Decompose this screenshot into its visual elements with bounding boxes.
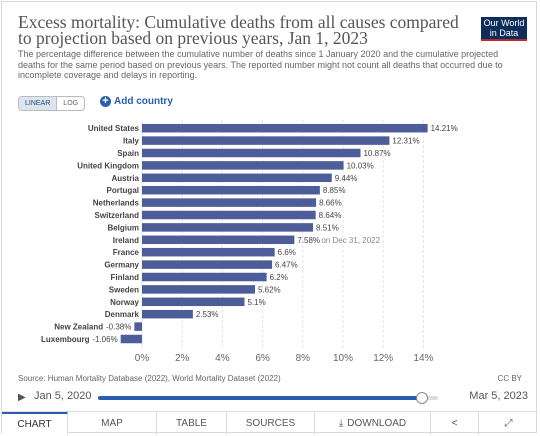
tab-sources[interactable]: SOURCES [227,412,315,435]
category-label: Norway [110,298,139,307]
bar [142,136,390,145]
source-note[interactable]: Source: Human Mortality Database (2022),… [18,374,281,383]
bar [142,235,295,245]
x-tick-label: 14% [413,353,433,364]
scale-toggle: LINEAR LOG [18,96,86,111]
x-tick-label: 12% [373,353,393,364]
value-label: 8.51% [316,223,339,232]
bar [142,148,361,158]
category-label: Switzerland [95,211,140,220]
x-tick-label: 8% [296,353,311,364]
value-label: -1.06% [92,335,117,344]
timeline-handle[interactable] [416,392,428,404]
bar [142,161,344,170]
chart-subtitle: The percentage difference between the cu… [18,49,503,80]
bar [120,334,142,344]
value-label: 5.1% [248,298,266,307]
category-label: Austria [111,174,139,183]
bar [142,285,255,294]
category-label: Portugal [107,186,139,195]
bar-chart: 0% 2% 4% 6% 8% 10% 12% 14% United States 14.21% It… [41,120,458,364]
bar [142,247,275,257]
bar [142,198,317,207]
tab-bar: CHART MAP TABLE SOURCES ⤓ DOWNLOAD < ⤢ [2,411,538,435]
category-label: France [113,248,140,257]
timeline-fill [98,396,421,400]
value-label: 10.87% [363,149,390,158]
value-label: -0.38% [106,323,131,332]
category-label: Luxembourg [41,335,90,344]
timeline-end-label: Mar 5, 2023 [469,390,528,402]
value-label: 14.21% [431,124,458,133]
category-label: Denmark [105,310,140,319]
tab-chart[interactable]: CHART [2,412,68,435]
value-label: 8.66% [319,199,342,208]
license-label[interactable]: CC BY [497,374,522,383]
bar [142,123,428,133]
x-tick-label: 6% [255,353,270,364]
download-icon: ⤓ [338,418,344,429]
category-label: Belgium [107,223,139,232]
x-tick-label: 2% [175,353,190,364]
timeline: ▶ Jan 5, 2020 Mar 5, 2023 [18,390,528,406]
logo-line-2: in Data [489,28,519,38]
bar [142,297,245,307]
value-label: 9.44% [335,174,358,183]
category-label: Germany [104,261,139,270]
fullscreen-button[interactable]: ⤢ [479,412,538,435]
category-label: Italy [123,137,140,146]
logo-line-1: Our World [483,18,525,28]
tab-download[interactable]: ⤓ DOWNLOAD [315,412,431,435]
category-label: Sweden [109,285,139,294]
bar [134,322,142,331]
category-label: Netherlands [93,199,140,208]
bar [142,309,193,319]
x-tick-label: 0% [135,353,150,364]
add-country-button[interactable]: + Add country [100,96,173,107]
value-label: 10.03% [347,161,374,170]
x-tick-label: 10% [333,353,353,364]
linear-button[interactable]: LINEAR [19,97,58,110]
chart-title: Excess mortality: Cumulative deaths from… [18,12,459,48]
value-label: 12.31% [392,137,419,146]
value-label: 8.85% [323,186,346,195]
category-label: Finland [111,273,140,282]
add-country-label: Add country [114,96,173,107]
value-label: 6.2% [270,273,288,282]
log-button[interactable]: LOG [63,100,79,107]
category-label: Ireland [113,236,139,245]
annotation-label: on Dec 31, 2022 [321,236,380,245]
plus-icon: + [100,96,111,107]
bar [142,272,267,282]
owid-logo[interactable]: Our World in Data [481,17,527,41]
play-icon[interactable]: ▶ [18,392,26,403]
share-icon: < [451,418,458,429]
bar [142,185,320,195]
value-label: 5.62% [258,285,281,294]
bar [142,173,332,183]
category-label: Spain [117,149,139,158]
download-label: DOWNLOAD [347,418,407,429]
value-label: 7.58% [297,236,320,245]
share-button[interactable]: < [431,412,479,435]
value-label: 6.47% [275,261,298,270]
bar [142,210,316,220]
value-label: 6.6% [278,248,296,257]
x-tick-label: 4% [215,353,230,364]
timeline-track[interactable] [98,392,438,404]
fullscreen-icon: ⤢ [504,418,513,429]
category-label: United States [88,124,140,133]
timeline-start-label: Jan 5, 2020 [34,390,92,402]
tab-table[interactable]: TABLE [157,412,227,435]
bar [142,223,314,232]
bar [142,260,273,269]
category-label: New Zealand [54,323,103,332]
value-label: 2.53% [196,310,219,319]
tab-map[interactable]: MAP [68,412,157,435]
category-label: United Kingdom [77,161,139,170]
value-label: 8.64% [319,211,342,220]
